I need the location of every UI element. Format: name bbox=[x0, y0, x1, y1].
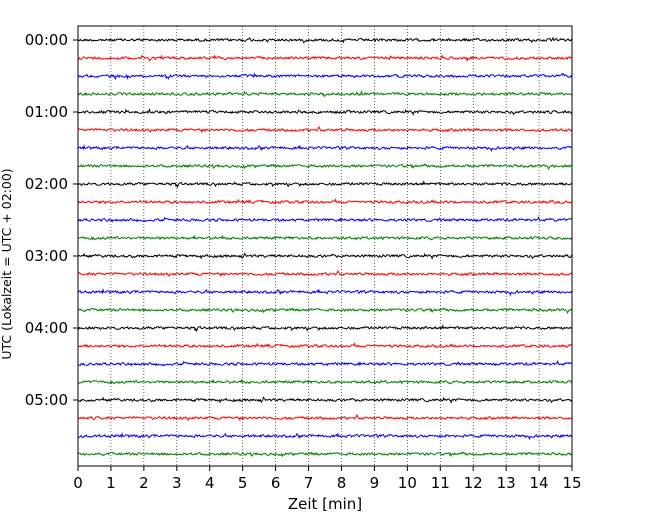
x-tick-label: 6 bbox=[271, 474, 281, 492]
x-tick-label: 1 bbox=[106, 474, 116, 492]
seismic-trace bbox=[77, 378, 573, 385]
x-axis: 0 1 2 3 4 5 6 7 8 9 10 11 12 13 14 15 bbox=[73, 466, 582, 492]
x-tick-label: 13 bbox=[497, 474, 516, 492]
x-tick-label: 8 bbox=[337, 474, 347, 492]
seismic-trace bbox=[77, 179, 573, 189]
seismic-trace bbox=[77, 342, 573, 349]
seismic-trace bbox=[77, 126, 573, 134]
seismic-trace bbox=[77, 198, 573, 205]
x-grid bbox=[110, 26, 540, 466]
seismic-trace bbox=[77, 163, 573, 170]
seismic-trace bbox=[77, 323, 573, 333]
y-tick-label: 01:00 bbox=[25, 103, 68, 121]
y-tick-label: 05:00 bbox=[25, 391, 68, 409]
x-tick-label: 7 bbox=[304, 474, 314, 492]
y-tick-label: 03:00 bbox=[25, 247, 68, 265]
x-tick-label: 2 bbox=[139, 474, 149, 492]
x-tick-label: 0 bbox=[73, 474, 83, 492]
y-axis: 00:00 01:00 02:00 03:00 04:00 05:00 bbox=[25, 31, 78, 409]
seismic-traces bbox=[77, 36, 573, 458]
x-tick-label: 5 bbox=[238, 474, 248, 492]
seismic-trace bbox=[77, 451, 573, 458]
seismic-trace bbox=[77, 360, 573, 367]
x-tick-label: 14 bbox=[530, 474, 549, 492]
seismic-trace bbox=[77, 143, 573, 153]
plot-frame bbox=[77, 25, 573, 467]
x-tick-label: 10 bbox=[398, 474, 417, 492]
y-tick-label: 02:00 bbox=[25, 175, 68, 193]
y-tick-label: 00:00 bbox=[25, 31, 68, 49]
x-tick-label: 3 bbox=[172, 474, 182, 492]
x-tick-label: 11 bbox=[431, 474, 450, 492]
seismic-trace bbox=[77, 234, 573, 241]
seismic-trace bbox=[77, 72, 573, 81]
y-tick-label: 04:00 bbox=[25, 319, 68, 337]
seismic-trace bbox=[77, 287, 573, 297]
x-tick-label: 9 bbox=[370, 474, 380, 492]
x-tick-label: 4 bbox=[205, 474, 215, 492]
seismic-trace bbox=[77, 252, 573, 260]
x-tick-label: 12 bbox=[464, 474, 483, 492]
seismic-trace bbox=[77, 89, 573, 98]
seismic-trace bbox=[77, 108, 573, 116]
seismic-trace bbox=[77, 307, 573, 314]
seismic-trace bbox=[77, 36, 573, 44]
x-tick-label: 15 bbox=[562, 474, 581, 492]
seismic-trace bbox=[77, 270, 573, 278]
seismic-trace bbox=[77, 414, 573, 422]
seismic-trace bbox=[77, 216, 573, 223]
seismic-trace bbox=[77, 396, 573, 404]
seismic-trace bbox=[77, 54, 573, 63]
y-axis-label: UTC (Lokalzeit = UTC + 02:00) bbox=[0, 168, 14, 359]
x-axis-label: Zeit [min] bbox=[288, 495, 362, 513]
seismic-trace bbox=[77, 431, 573, 441]
